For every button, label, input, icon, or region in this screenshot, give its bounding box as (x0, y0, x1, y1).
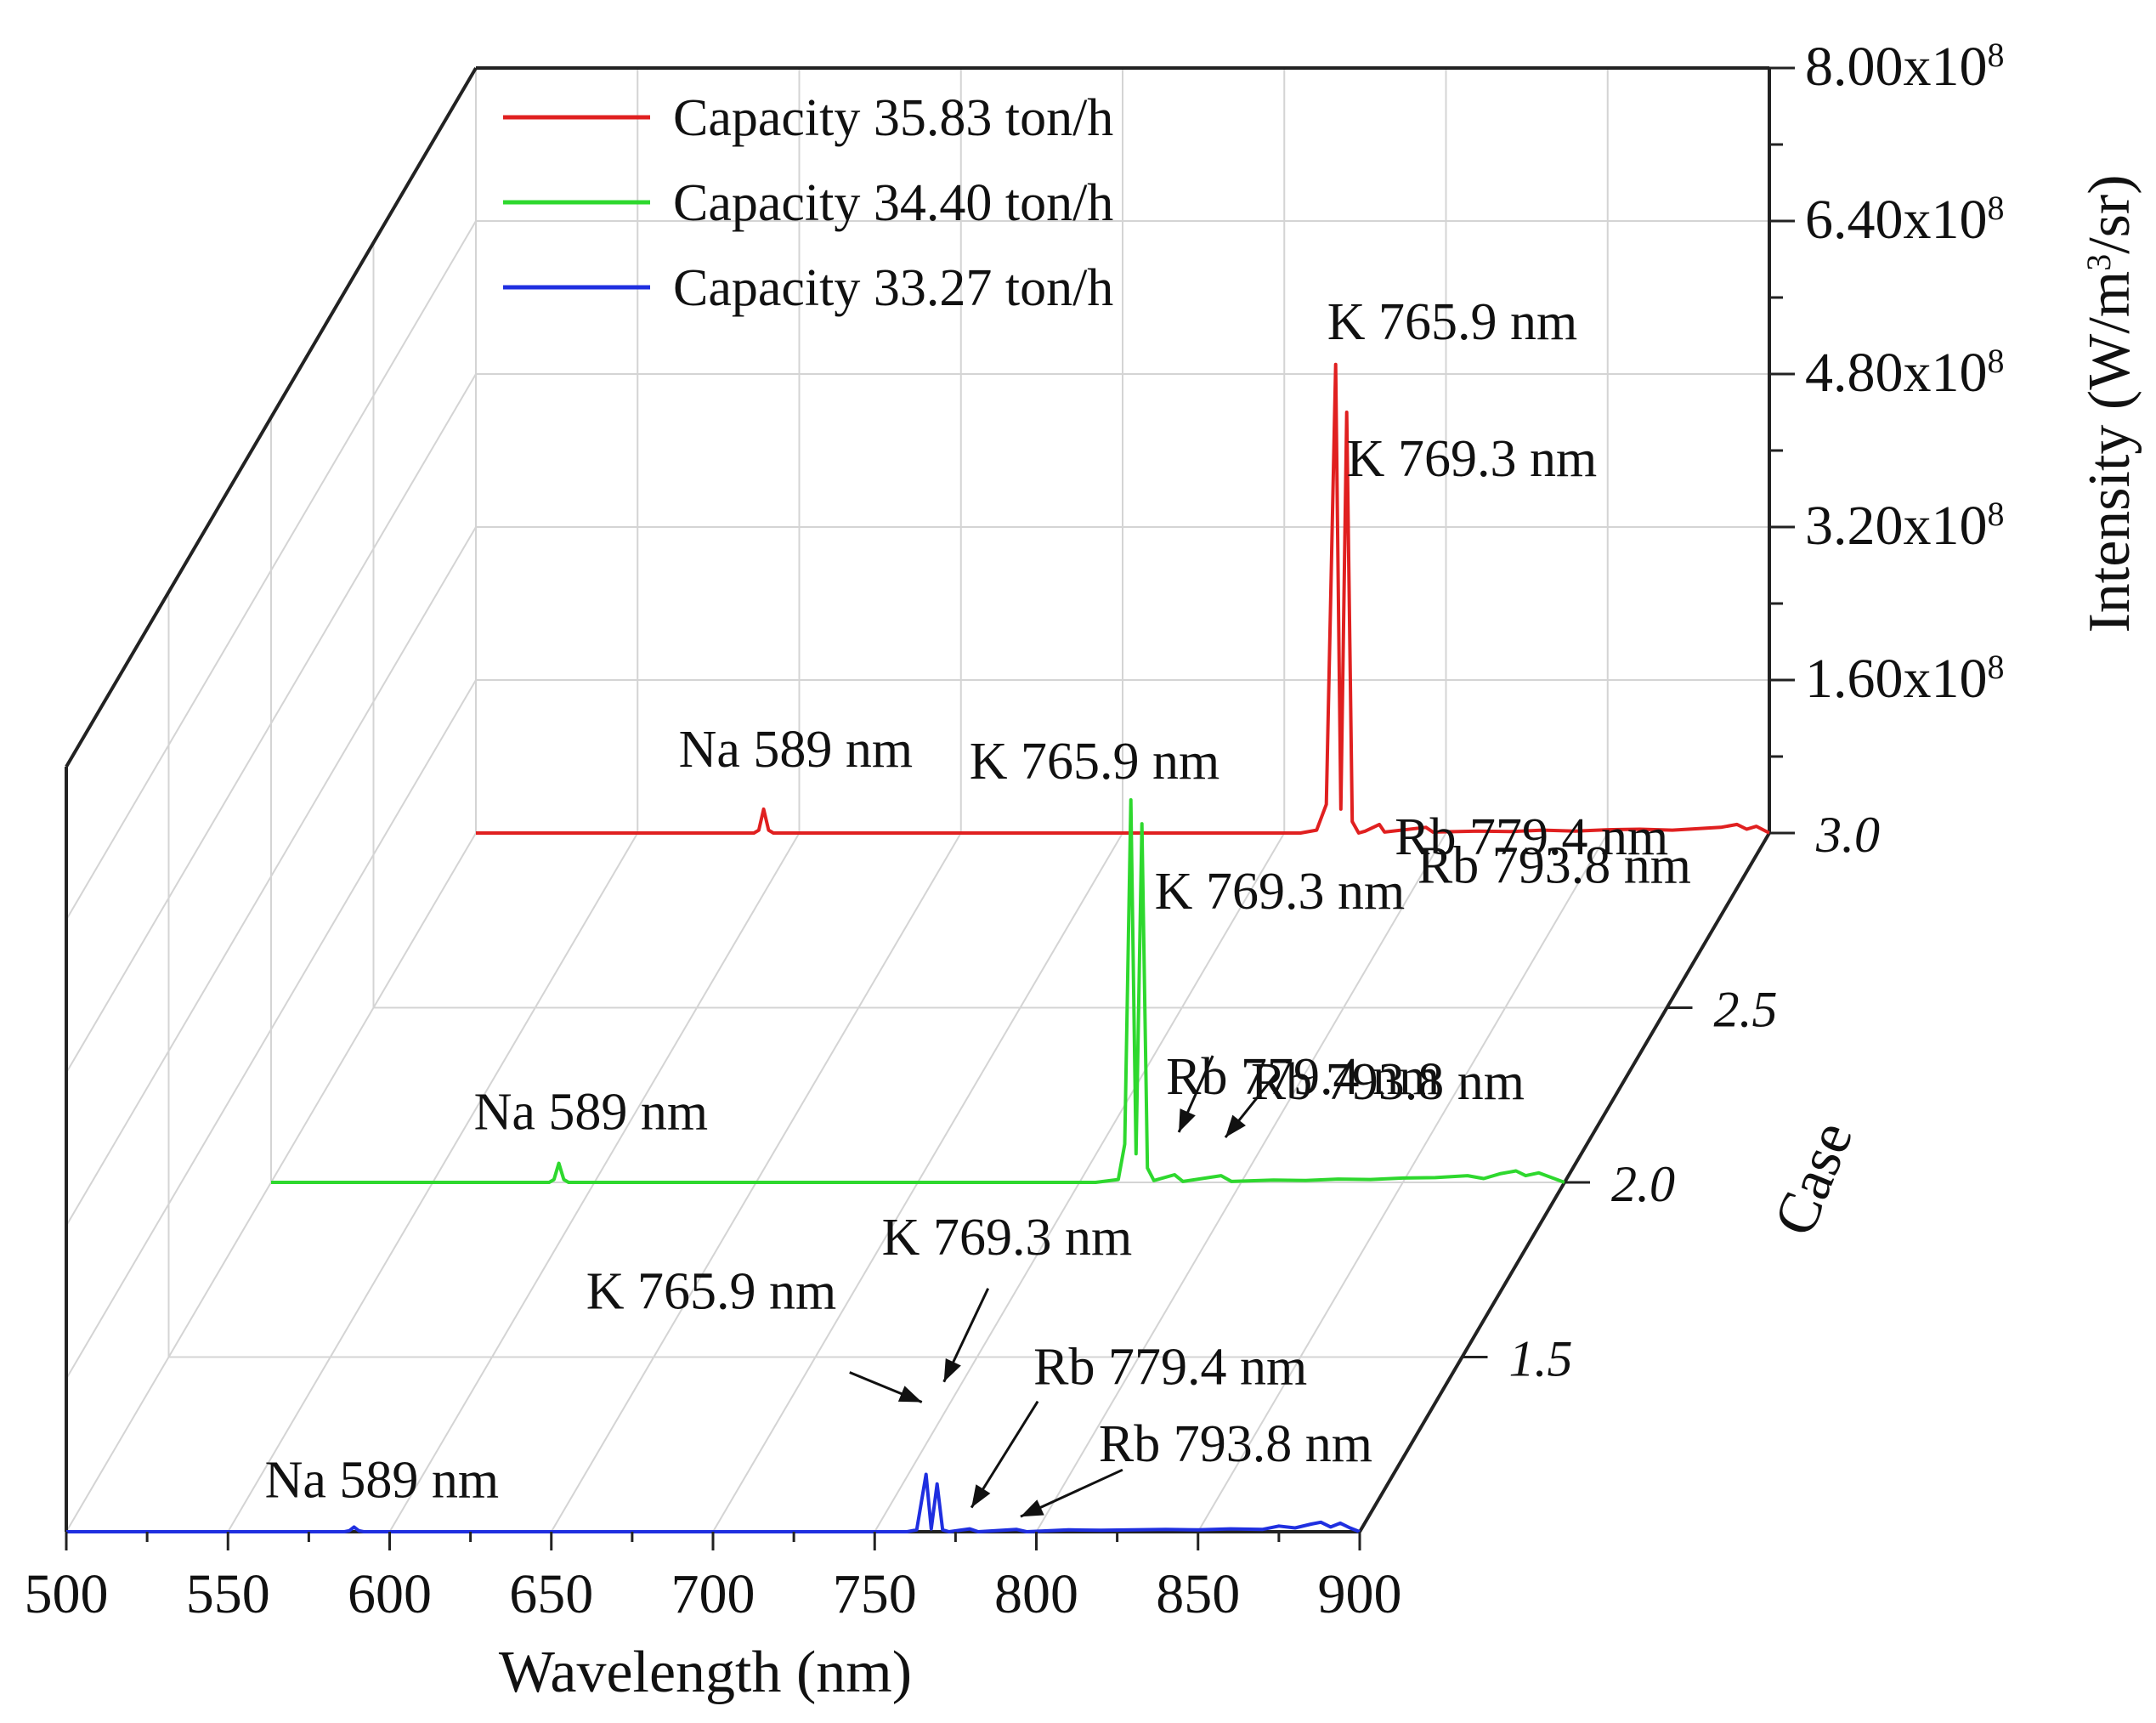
case-tick-label: 1.5 (1509, 1331, 1573, 1387)
legend-label-1: Capacity 35.83 ton/h (673, 89, 1113, 147)
wall-grid-line-z (65, 220, 477, 921)
peak-arrowhead-s3-2 (897, 1386, 922, 1403)
z-axis-title-sup: 3 (2080, 254, 2118, 271)
x-tick-label: 900 (1318, 1563, 1402, 1625)
z-axis-title-tail: /sr) (2077, 174, 2142, 253)
peak-label-s2-1: Na 589 nm (474, 1084, 709, 1142)
peak-label-s3-1: Na 589 nm (265, 1451, 500, 1509)
x-tick-label: 700 (671, 1563, 755, 1625)
wall-grid-line-z (65, 526, 477, 1227)
series-line-2 (271, 798, 1565, 1184)
x-axis-title: Wavelength (nm) (499, 1640, 912, 1705)
x-tick-label: 650 (509, 1563, 593, 1625)
y-axis-title: Case (1762, 1113, 1865, 1244)
case-tick-label: 2.0 (1611, 1156, 1675, 1212)
x-tick-label: 600 (348, 1563, 432, 1625)
peak-label-s3-4: Rb 779.4 nm (1033, 1339, 1307, 1397)
wall-grid-line-z (65, 679, 477, 1380)
z-axis-title: Intensity (W/m3/sr) (2077, 174, 2142, 632)
z-tick-label: 1.60x108 (1805, 648, 2005, 711)
peak-arrowhead-s3-3 (943, 1357, 961, 1382)
axis-ticks: 500 550 600 650 700 750 800 850 900 1.5 2.0 2.5 3.0 1… (25, 36, 2005, 1626)
peak-arrowhead-s2-4 (1179, 1108, 1196, 1132)
legend-label-3: Capacity 33.27 ton/h (673, 259, 1113, 317)
x-tick-label: 800 (994, 1563, 1078, 1625)
peak-label-s1-5: Rb 793.8 nm (1418, 836, 1691, 894)
case-tick-label: 3.0 (1815, 807, 1880, 863)
peak-label-s1-4: Rb 779.4 nm (1395, 808, 1668, 866)
z-tick-label: 3.20x108 (1805, 495, 2005, 558)
x-tick-label: 750 (833, 1563, 917, 1625)
legend: Capacity 35.83 ton/h Capacity 34.40 ton/h… (503, 89, 1113, 317)
wall-grid-line-z (65, 373, 477, 1074)
peak-arrowhead-s3-5 (1020, 1499, 1044, 1517)
series-lines (66, 362, 1770, 1533)
peak-label-s3-5: Rb 793.8 nm (1099, 1415, 1372, 1473)
z-axis-title-main: Intensity (W/m (2077, 271, 2142, 633)
peak-label-s2-3: K 769.3 nm (1155, 863, 1406, 921)
peak-label-s1-2: K 765.9 nm (1327, 293, 1578, 351)
z-tick-label: 6.40x108 (1805, 189, 2005, 252)
x-tick-label: 850 (1156, 1563, 1240, 1625)
peak-label-s3-2: K 765.9 nm (586, 1263, 837, 1321)
legend-label-2: Capacity 34.40 ton/h (673, 174, 1113, 232)
series-line-1 (476, 362, 1770, 835)
peak-label-s3-3: K 769.3 nm (882, 1209, 1133, 1267)
peak-label-s2-2: K 765.9 nm (970, 733, 1220, 791)
top-left-edge (65, 66, 478, 768)
peak-label-s1-1: Na 589 nm (679, 721, 914, 779)
x-tick-label: 500 (25, 1563, 109, 1625)
peak-label-s2-5: Rb 793.8 nm (1251, 1053, 1525, 1111)
peak-arrowhead-s3-4 (971, 1484, 991, 1508)
z-tick-label: 4.80x108 (1805, 342, 2005, 405)
x-tick-label: 550 (186, 1563, 270, 1625)
series-line-3 (66, 1472, 1361, 1533)
peak-arrowhead-s2-5 (1225, 1114, 1246, 1138)
peak-label-s1-3: K 769.3 nm (1347, 430, 1598, 488)
case-tick-label: 2.5 (1714, 982, 1778, 1038)
z-tick-label: 8.00x108 (1805, 36, 2005, 99)
